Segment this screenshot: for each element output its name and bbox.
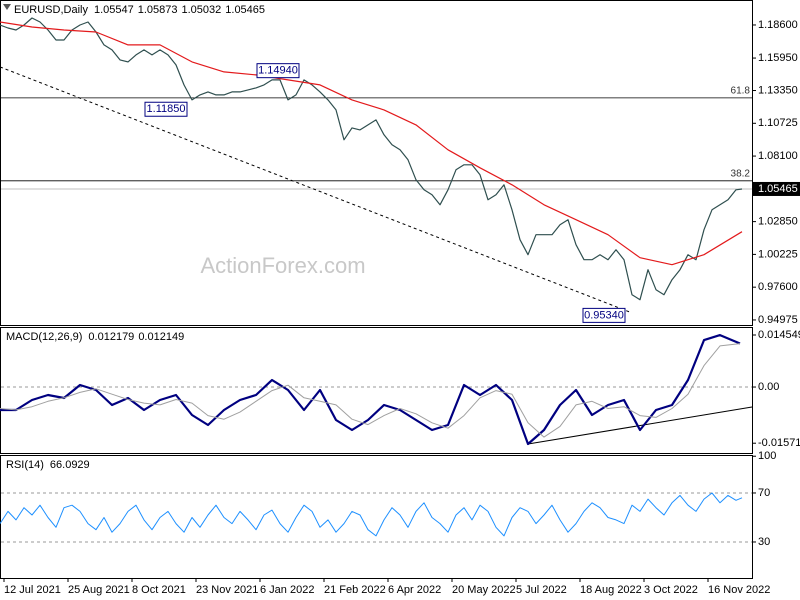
x-tick-label: 21 Feb 2022 <box>324 584 386 596</box>
annotation-box <box>582 307 626 323</box>
series-line <box>0 343 741 438</box>
y-tick-label: 30 <box>758 536 770 548</box>
x-tick-label: 6 Apr 2022 <box>388 584 441 596</box>
trend-line <box>0 66 631 313</box>
x-tick-label: 3 Oct 2022 <box>644 584 698 596</box>
symbol-icon <box>3 4 11 10</box>
x-tick-label: 12 Jul 2021 <box>4 584 61 596</box>
y-tick-label: 0.97600 <box>758 281 798 293</box>
y-tick-label: 1.10725 <box>758 117 798 129</box>
y-tick-label: 1.02850 <box>758 216 798 228</box>
series-line <box>0 21 743 266</box>
annotation-box <box>144 101 188 117</box>
x-tick-label: 6 Jan 2022 <box>260 584 314 596</box>
x-tick-label: 16 Nov 2022 <box>708 584 770 596</box>
title-value: 1.05465 <box>225 4 265 16</box>
trend-line <box>527 406 753 445</box>
y-tick-label: 0.00 <box>758 381 779 393</box>
y-tick-label: 1.15950 <box>758 52 798 64</box>
x-tick-label: 8 Oct 2021 <box>132 584 186 596</box>
y-tick-label: 1.13350 <box>758 84 798 96</box>
x-tick-label: 23 Nov 2021 <box>196 584 258 596</box>
annotation-label: 1.14940 <box>258 65 298 77</box>
last-price-label: 1.05465 <box>758 183 798 195</box>
y-tick-label: 100 <box>758 450 776 462</box>
panel-frame <box>0 0 753 326</box>
annotation-label: 0.95340 <box>584 309 624 321</box>
x-tick-label: 20 May 2022 <box>452 584 516 596</box>
title-value: 0.012149 <box>138 331 184 343</box>
y-tick-label: 1.18600 <box>758 19 798 31</box>
watermark: ActionForex.com <box>200 253 365 278</box>
x-tick-label: 5 Jul 2022 <box>516 584 567 596</box>
fib-label: 61.8 <box>731 86 751 97</box>
x-tick-label: 25 Aug 2021 <box>68 584 130 596</box>
title-value: 66.0929 <box>50 459 90 471</box>
panel-frame <box>0 455 753 579</box>
last-price-box <box>753 181 800 196</box>
title-value: 1.05873 <box>138 4 178 16</box>
annotation-box <box>256 63 300 79</box>
annotation-label: 1.11850 <box>147 103 186 115</box>
panel-frame <box>0 327 753 454</box>
panel-title: EURUSD,Daily <box>14 4 88 16</box>
title-value: 0.012179 <box>88 331 134 343</box>
x-tick-label: 18 Aug 2022 <box>580 584 642 596</box>
series-line <box>0 17 743 301</box>
y-tick-label: 70 <box>758 487 770 499</box>
series-line <box>0 334 741 446</box>
y-tick-label: 0.94975 <box>758 314 798 326</box>
series-line <box>0 492 743 537</box>
panel-title: MACD(12,26,9) <box>6 331 82 343</box>
y-tick-label: 1.08100 <box>758 150 798 162</box>
fib-label: 38.2 <box>731 168 751 179</box>
panel-title: RSI(14) <box>6 459 44 471</box>
y-tick-label: -0.015712 <box>758 437 800 449</box>
title-value: 1.05547 <box>94 4 134 16</box>
title-value: 1.05032 <box>182 4 222 16</box>
y-tick-label: 0.014549 <box>758 329 800 341</box>
y-tick-label: 1.00225 <box>758 248 798 260</box>
